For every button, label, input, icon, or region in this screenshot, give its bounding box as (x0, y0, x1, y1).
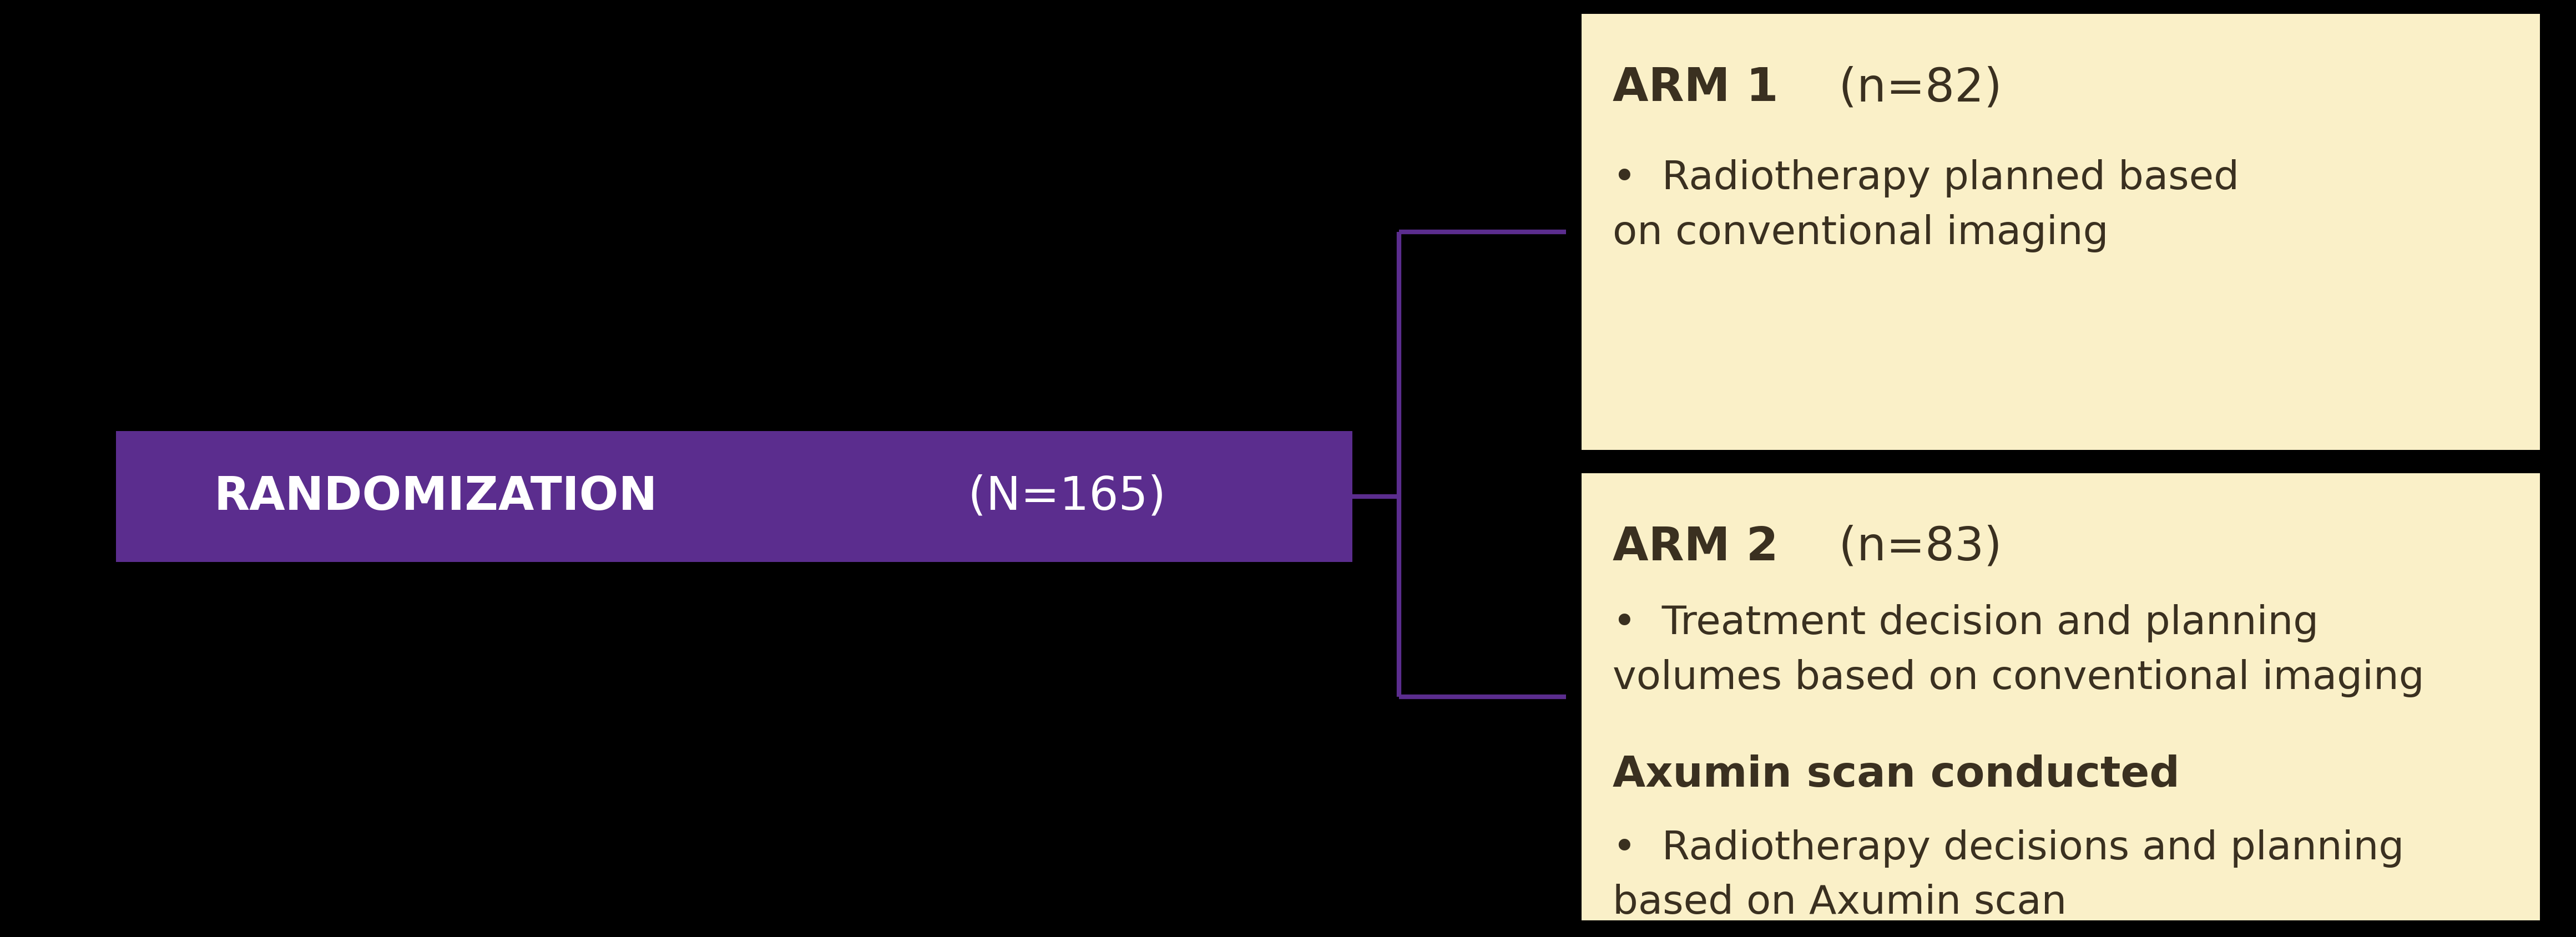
Text: •  Radiotherapy planned based
on conventional imaging: • Radiotherapy planned based on conventi… (1613, 159, 2239, 252)
Text: ARM 1: ARM 1 (1613, 66, 1777, 111)
FancyBboxPatch shape (116, 431, 1352, 562)
FancyBboxPatch shape (1582, 473, 2540, 920)
Text: ARM 2: ARM 2 (1613, 525, 1777, 570)
Text: •  Treatment decision and planning
volumes based on conventional imaging: • Treatment decision and planning volume… (1613, 604, 2424, 697)
Text: RANDOMIZATION: RANDOMIZATION (214, 474, 657, 519)
Text: (n=83): (n=83) (1824, 525, 2002, 570)
Text: Axumin scan conducted: Axumin scan conducted (1613, 754, 2179, 796)
FancyBboxPatch shape (1582, 14, 2540, 450)
Text: •  Radiotherapy decisions and planning
based on Axumin scan: • Radiotherapy decisions and planning ba… (1613, 829, 2403, 922)
Text: (N=165): (N=165) (953, 474, 1167, 519)
Text: (n=82): (n=82) (1824, 66, 2002, 111)
